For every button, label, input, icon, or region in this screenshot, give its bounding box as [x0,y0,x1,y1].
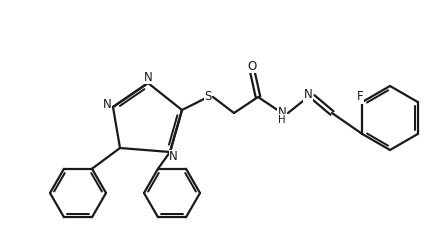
Text: N: N [278,107,286,119]
Text: H: H [278,115,286,125]
Text: N: N [144,71,153,83]
Text: N: N [169,150,178,163]
Text: S: S [204,90,212,104]
Text: F: F [357,90,364,104]
Text: O: O [247,59,257,73]
Text: N: N [303,88,312,102]
Text: N: N [103,98,112,111]
